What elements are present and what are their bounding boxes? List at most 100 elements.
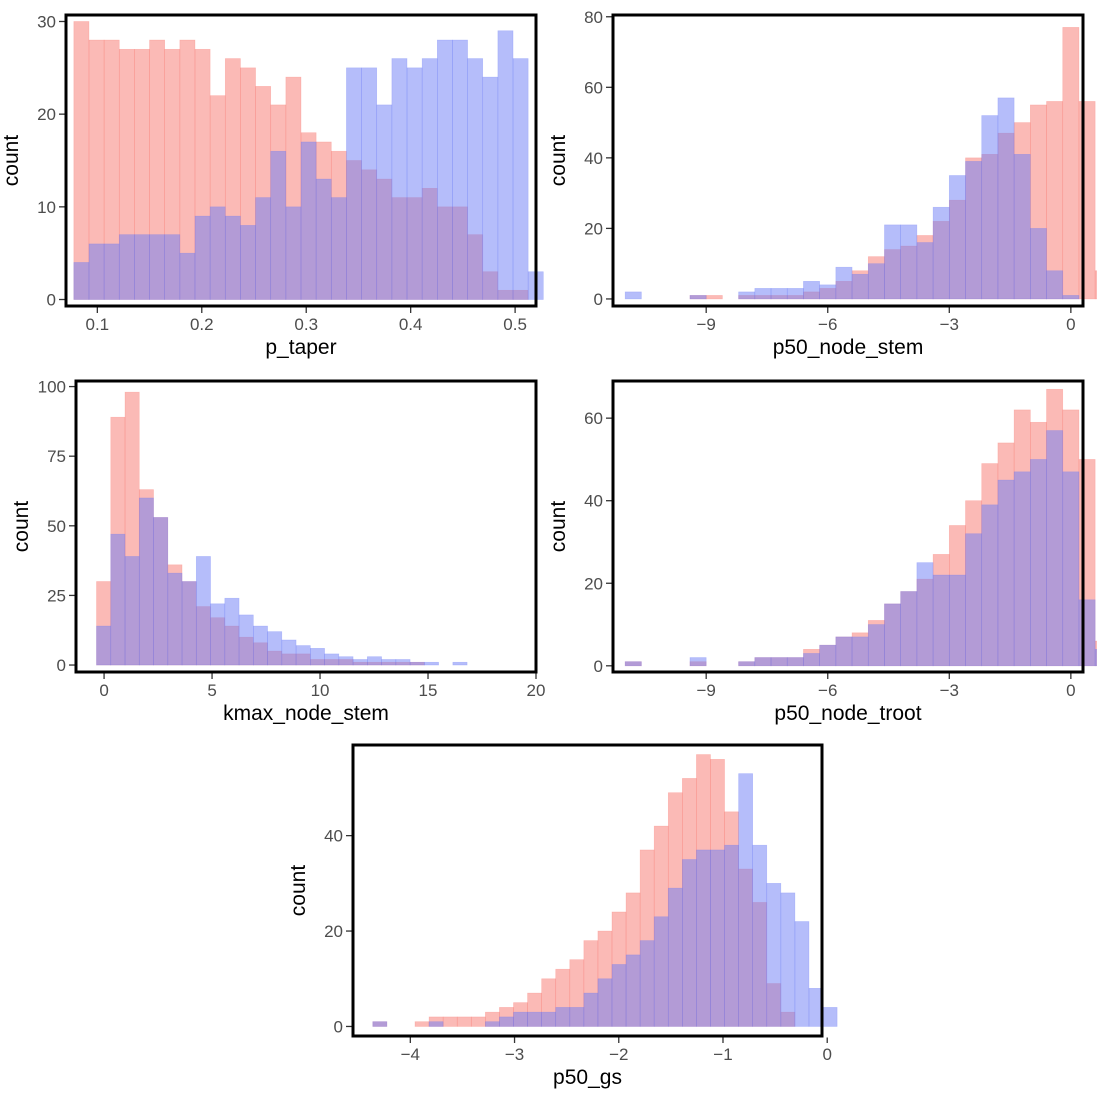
histogram-bar-series-2 <box>181 581 197 666</box>
histogram-bar-series-2 <box>324 653 340 666</box>
histogram-bar-series-2 <box>96 625 112 666</box>
x-tick-label: 0 <box>1066 315 1075 334</box>
histogram-bar-series-2 <box>428 1021 444 1027</box>
histogram-bar-series-2 <box>981 504 999 667</box>
x-tick-label: 0 <box>822 1045 831 1064</box>
y-axis-title: count <box>287 865 310 917</box>
x-tick-label: −3 <box>940 315 959 334</box>
x-tick-label: 10 <box>311 681 330 700</box>
x-tick-label: 0.5 <box>503 315 527 334</box>
histogram-bar-series-2 <box>597 978 613 1027</box>
x-axis-title: kmax_node_stem <box>223 702 389 725</box>
histogram-bar-series-2 <box>1062 295 1080 300</box>
x-tick-label: 0.1 <box>86 315 110 334</box>
y-tick-label: 0 <box>594 290 603 309</box>
bars-group <box>624 27 1097 300</box>
histogram-bar-series-2 <box>281 639 297 666</box>
plot-frame <box>64 13 538 308</box>
histogram-bar-series-2 <box>932 206 950 300</box>
histogram-bar-series-2 <box>932 574 950 667</box>
histogram-bar-series-2 <box>338 656 354 666</box>
x-tick-label: −1 <box>713 1045 732 1064</box>
histogram-bar-series-2 <box>639 940 655 1027</box>
histogram-bar-series-2 <box>754 288 772 300</box>
x-tick-label: −3 <box>940 681 959 700</box>
x-tick-label: −9 <box>696 315 715 334</box>
x-tick-label: 0.2 <box>190 315 214 334</box>
histogram-bar-series-2 <box>851 636 869 667</box>
x-tick-label: −3 <box>505 1045 524 1064</box>
bars-group <box>624 388 1097 667</box>
y-tick-label: 30 <box>37 12 56 31</box>
y-axis-title: count <box>547 501 570 553</box>
x-tick-label: 15 <box>419 681 438 700</box>
y-tick-label: 40 <box>584 492 603 511</box>
histogram-bar-series-2 <box>689 295 707 300</box>
histogram-bar-series-2 <box>1078 599 1096 667</box>
histogram-bar-series-2 <box>867 263 885 300</box>
histogram-bar-series-2 <box>310 648 325 666</box>
histogram-bar-series-2 <box>149 234 165 300</box>
histogram-bar-series-2 <box>395 659 411 666</box>
y-tick-label: 100 <box>38 378 66 397</box>
histogram-bar-series-2 <box>1030 228 1047 300</box>
histogram-bar-series-2 <box>330 197 347 300</box>
histogram-bar-series-2 <box>696 849 711 1027</box>
histogram-bar-series-2 <box>1030 459 1047 667</box>
histogram-bar-series-2 <box>315 178 332 300</box>
y-tick-label: 50 <box>47 517 66 536</box>
histogram-bar-series-2 <box>1013 471 1031 667</box>
histogram-bar-series-2 <box>376 104 393 300</box>
histogram-bar-series-2 <box>88 243 105 300</box>
histogram-bar-series-2 <box>611 964 627 1027</box>
histogram-bar-series-2 <box>752 844 768 1027</box>
histogram-bar-series-2 <box>948 574 966 667</box>
x-tick-label: 20 <box>527 681 546 700</box>
histogram-bar-series-2 <box>346 67 362 300</box>
histogram-bar-series-2 <box>409 661 425 666</box>
histogram-bar-series-2 <box>851 273 869 300</box>
histogram-bar-series-2 <box>794 921 810 1027</box>
histogram-bar-series-2 <box>766 883 782 1027</box>
x-tick-label: 0.3 <box>294 315 318 334</box>
histogram-bar-series-2 <box>916 242 934 300</box>
y-tick-label: 10 <box>37 198 56 217</box>
histogram-bar-series-2 <box>1094 648 1097 667</box>
histogram-bar-series-2 <box>770 288 788 300</box>
x-axis-title: p50_node_troot <box>774 702 921 725</box>
histogram-bar-series-2 <box>381 659 397 666</box>
histogram-bar-series-1 <box>1062 27 1080 300</box>
histogram-bar-series-2 <box>819 644 837 667</box>
y-tick-label: 0 <box>334 1017 343 1036</box>
histogram-bar-series-2 <box>835 636 853 667</box>
histogram-bar-series-2 <box>541 1011 557 1027</box>
x-tick-label: 5 <box>207 681 216 700</box>
y-tick-label: 60 <box>584 78 603 97</box>
x-tick-label: 0 <box>99 681 108 700</box>
x-axis-title: p50_gs <box>553 1066 622 1089</box>
histogram-bar-series-2 <box>238 614 254 666</box>
histogram-bar-series-2 <box>391 58 408 300</box>
histogram-bar-series-2 <box>1046 270 1064 300</box>
histogram-bar-series-2 <box>689 657 707 667</box>
x-tick-label: −2 <box>609 1045 628 1064</box>
histogram-bar-series-2 <box>424 661 439 666</box>
y-tick-label: 80 <box>584 8 603 27</box>
histogram-bar-series-2 <box>738 291 756 300</box>
plot-frame <box>74 379 538 674</box>
histogram-bar-series-2 <box>295 645 311 666</box>
histogram-bar-series-2 <box>884 224 901 300</box>
y-tick-label: 75 <box>47 447 66 466</box>
histogram-bar-series-1 <box>442 1016 458 1027</box>
histogram-bar-series-1 <box>1046 101 1064 300</box>
histogram-bar-series-2 <box>738 773 753 1027</box>
histogram-bar-series-2 <box>803 653 820 667</box>
histogram-bar-series-1 <box>456 1016 472 1027</box>
histogram-bar-series-1 <box>73 21 90 300</box>
histogram-bar-series-2 <box>583 992 599 1027</box>
histogram-bar-series-2 <box>209 206 226 300</box>
histogram-bar-series-2 <box>884 603 901 667</box>
bars-group <box>372 754 838 1027</box>
histogram-bar-series-2 <box>255 197 272 300</box>
histogram-bar-series-2 <box>352 659 368 666</box>
